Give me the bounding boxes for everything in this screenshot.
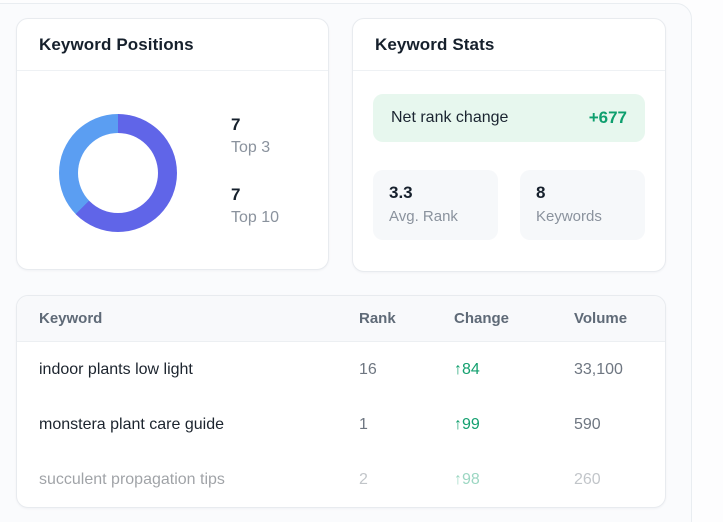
change-cell: ↑84 xyxy=(454,360,480,378)
table-header-row: Keyword Rank Change Volume xyxy=(17,296,665,342)
avg-rank-value: 3.3 xyxy=(389,183,413,202)
net-rank-change-value: +677 xyxy=(588,108,627,127)
keyword-stats-body: Net rank change +677 3.3 Avg. Rank 8 Key… xyxy=(353,71,665,240)
column-header-rank: Rank xyxy=(359,310,396,327)
avg-rank-label: Avg. Rank xyxy=(389,208,458,225)
change-cell: ↑99 xyxy=(454,415,480,433)
stat-boxes: 3.3 Avg. Rank 8 Keywords xyxy=(373,170,645,240)
top3-label: Top 3 xyxy=(231,139,271,156)
keyword-cell: succulent propagation tips xyxy=(39,470,225,488)
net-rank-change-badge: Net rank change +677 xyxy=(373,94,645,142)
keyword-positions-header: Keyword Positions xyxy=(17,19,328,71)
top10-label: Top 10 xyxy=(231,209,280,226)
top3-value: 7 xyxy=(231,115,241,134)
top10-value: 7 xyxy=(231,185,241,204)
rank-cell: 2 xyxy=(359,470,368,488)
keyword-stats-card: Keyword Stats Net rank change +677 3.3 A… xyxy=(352,18,666,272)
keyword-positions-title: Keyword Positions xyxy=(39,34,194,54)
table-row[interactable]: monstera plant care guide 1 ↑99 590 xyxy=(17,397,665,452)
avg-rank-box: 3.3 Avg. Rank xyxy=(373,170,498,240)
column-header-keyword: Keyword xyxy=(39,310,103,327)
top10-stat: 7 Top 10 xyxy=(231,185,279,229)
table-body: indoor plants low light 16 ↑84 33,100 mo… xyxy=(17,342,665,507)
keyword-positions-card: Keyword Positions 7 Top 3 7 Top 10 xyxy=(16,18,329,270)
keyword-positions-body: 7 Top 3 7 Top 10 xyxy=(17,71,328,269)
net-rank-change-label: Net rank change xyxy=(391,109,509,126)
rank-cell: 1 xyxy=(359,415,368,433)
keyword-table-card: Keyword Rank Change Volume indoor plants… xyxy=(16,295,666,508)
table-row[interactable]: indoor plants low light 16 ↑84 33,100 xyxy=(17,342,665,397)
keyword-cell: indoor plants low light xyxy=(39,360,193,378)
donut-legend: 7 Top 3 7 Top 10 xyxy=(231,115,279,229)
volume-cell: 590 xyxy=(574,415,601,433)
keyword-stats-title: Keyword Stats xyxy=(375,34,495,54)
keywords-count-box: 8 Keywords xyxy=(520,170,645,240)
top3-stat: 7 Top 3 xyxy=(231,115,279,159)
column-header-volume: Volume xyxy=(574,310,628,327)
column-header-change: Change xyxy=(454,310,510,327)
keyword-cell: monstera plant care guide xyxy=(39,415,224,433)
volume-cell: 33,100 xyxy=(574,360,623,378)
keyword-positions-donut-chart[interactable] xyxy=(59,114,177,232)
keyword-stats-header: Keyword Stats xyxy=(353,19,665,71)
volume-cell: 260 xyxy=(574,470,601,488)
rank-cell: 16 xyxy=(359,360,377,378)
keywords-count-label: Keywords xyxy=(536,208,602,225)
keywords-count-value: 8 xyxy=(536,183,546,202)
table-row[interactable]: succulent propagation tips 2 ↑98 260 xyxy=(17,452,665,507)
change-cell: ↑98 xyxy=(454,470,480,488)
